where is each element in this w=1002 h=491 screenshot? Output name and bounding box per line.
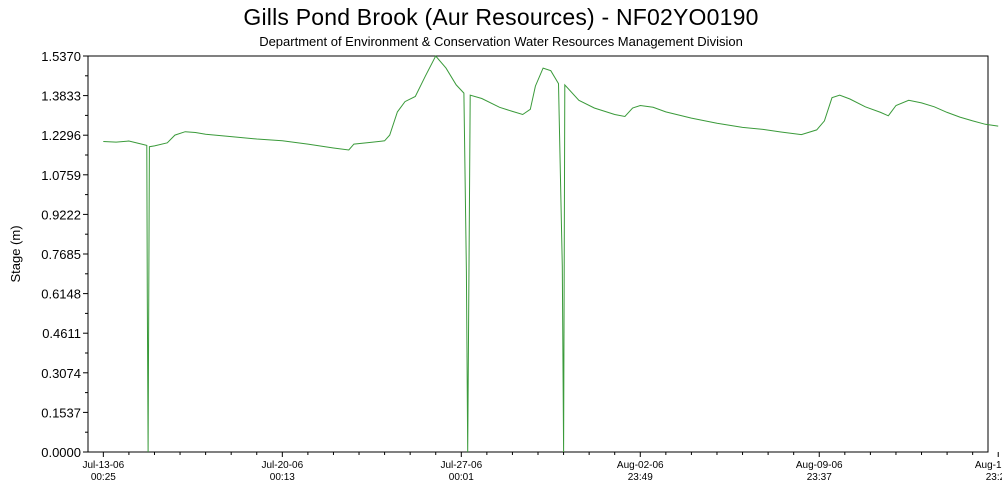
x-tick-label-date: Aug-16-06 [975, 460, 1002, 471]
x-tick-label-date: Aug-02-06 [617, 460, 664, 471]
y-tick-label: 0.3074 [41, 366, 81, 381]
x-tick-label-time: 00:13 [270, 472, 295, 483]
x-tick-label-date: Aug-09-06 [796, 460, 843, 471]
y-tick-label: 1.5370 [41, 49, 81, 64]
y-tick-label: 1.3833 [41, 89, 81, 104]
y-axis-label: Stage (m) [8, 225, 23, 282]
y-tick-label: 0.1537 [41, 405, 81, 420]
y-tick-label: 0.4611 [42, 326, 81, 341]
plot-frame [87, 55, 989, 453]
x-tick-label-time: 00:01 [449, 472, 474, 483]
y-tick-label: 0.0000 [41, 445, 81, 460]
x-tick-label-date: Jul-20-06 [261, 460, 303, 471]
x-tick-label-date: Jul-13-06 [82, 460, 124, 471]
series-line [103, 55, 999, 453]
chart-subtitle: Department of Environment & Conservation… [259, 34, 743, 49]
chart-title: Gills Pond Brook (Aur Resources) - NF02Y… [243, 4, 759, 30]
y-tick-label: 1.0759 [41, 168, 81, 183]
x-tick-label-time: 23:37 [807, 472, 832, 483]
x-tick-label-date: Jul-27-06 [440, 460, 482, 471]
y-axis: 0.0000 0.1537 0.3074 0.4611 0.6148 0.7685 0.92… [41, 49, 88, 460]
x-tick-label-time: 23:49 [628, 472, 653, 483]
y-tick-label: 1.2296 [41, 128, 81, 143]
y-tick-label: 0.6148 [41, 287, 81, 302]
y-tick-label: 0.9222 [41, 207, 81, 222]
x-tick-label-time: 00:25 [91, 472, 116, 483]
y-tick-label: 0.7685 [41, 247, 81, 262]
x-tick-label-time: 23:25 [986, 472, 1002, 483]
